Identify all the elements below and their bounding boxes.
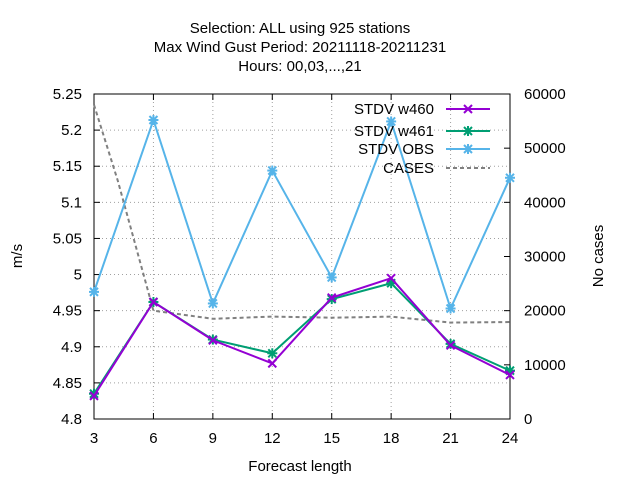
data-point-stdv-w461: [267, 348, 278, 359]
grid: [93, 93, 511, 420]
chart-title-line-2: Max Wind Gust Period: 20211118-20211231: [154, 39, 446, 56]
data-point-stdv-w460: [89, 391, 99, 401]
data-point-stdv-obs: [89, 286, 99, 297]
x-tick-label: 6: [149, 430, 157, 447]
data-point-stdv-w460: [208, 335, 218, 345]
x-tick-label: 15: [323, 430, 340, 447]
y-tick-label: 4.9: [61, 339, 82, 356]
series-line-stdv-w460: [93, 277, 511, 397]
data-point-stdv-obs: [386, 116, 397, 127]
data-point-stdv-w460: [267, 358, 277, 369]
data-point-stdv-w460: [445, 340, 456, 351]
data-point-stdv-obs: [267, 165, 278, 176]
x-tick-label: 18: [383, 430, 400, 447]
legend-label-stdv-obs: STDV OBS: [358, 141, 434, 158]
data-point-stdv-w460: [327, 292, 337, 303]
data-point-stdv-obs: [445, 303, 456, 314]
y-tick-label: 5.15: [53, 158, 82, 175]
x-tick-label: 12: [264, 430, 281, 447]
y2-axis-label: No cases: [590, 225, 607, 288]
legend-marker-stdv-w461: [463, 126, 473, 136]
data-point-stdv-w460: [505, 370, 515, 380]
legend-label-cases: CASES: [383, 160, 434, 177]
data-point-stdv-obs: [207, 298, 218, 309]
y-tick-label: 5: [74, 267, 82, 284]
y-tick-label: 5.05: [53, 230, 82, 247]
y2-tick-label: 60000: [524, 86, 566, 103]
data-point-stdv-obs: [326, 272, 337, 283]
y2-tick-label: 20000: [524, 303, 566, 320]
data-point-stdv-obs: [505, 172, 515, 183]
data-point-stdv-w460: [386, 273, 396, 283]
x-tick-label: 3: [90, 430, 98, 447]
data-point-stdv-w460: [148, 297, 159, 307]
y2-tick-label: 0: [524, 411, 532, 428]
y-tick-label: 4.95: [53, 303, 82, 320]
data-point-stdv-obs: [148, 115, 159, 125]
y-tick-label: 5.1: [61, 194, 82, 211]
y-axis-label: m/s: [9, 244, 26, 268]
y-tick-label: 4.8: [61, 411, 82, 428]
y2-tick-label: 50000: [524, 140, 566, 157]
legend-label-stdv-w461: STDV w461: [354, 123, 434, 140]
y2-tick-label: 40000: [524, 194, 566, 211]
chart-title-line-1: Selection: ALL using 925 stations: [190, 20, 410, 37]
x-tick-label: 21: [442, 430, 459, 447]
y2-tick-label: 30000: [524, 249, 566, 266]
plot-border: [93, 93, 511, 420]
legend-marker-stdv-w460: [463, 104, 473, 114]
y2-tick-label: 10000: [524, 357, 566, 374]
x-tick-label: 24: [502, 430, 519, 447]
axis-ticks: 3 6 9 12 15 18 21 24 4.8 4.85 4.9 4.95 5 5.05 5.1 5.15 5…: [53, 86, 566, 447]
series-layer: [89, 104, 515, 401]
chart-title-line-3: Hours: 00,03,...,21: [238, 58, 361, 75]
x-tick-label: 9: [209, 430, 217, 447]
legend-marker-stdv-obs: [463, 144, 473, 154]
series-line-stdv-obs: [93, 116, 511, 312]
x-axis-label: Forecast length: [248, 458, 351, 475]
y-tick-label: 4.85: [53, 375, 82, 392]
y-tick-label: 5.2: [61, 122, 82, 139]
series-line-cases: [93, 104, 511, 324]
legend-label-stdv-w460: STDV w460: [354, 101, 434, 118]
y-tick-label: 5.25: [53, 86, 82, 103]
